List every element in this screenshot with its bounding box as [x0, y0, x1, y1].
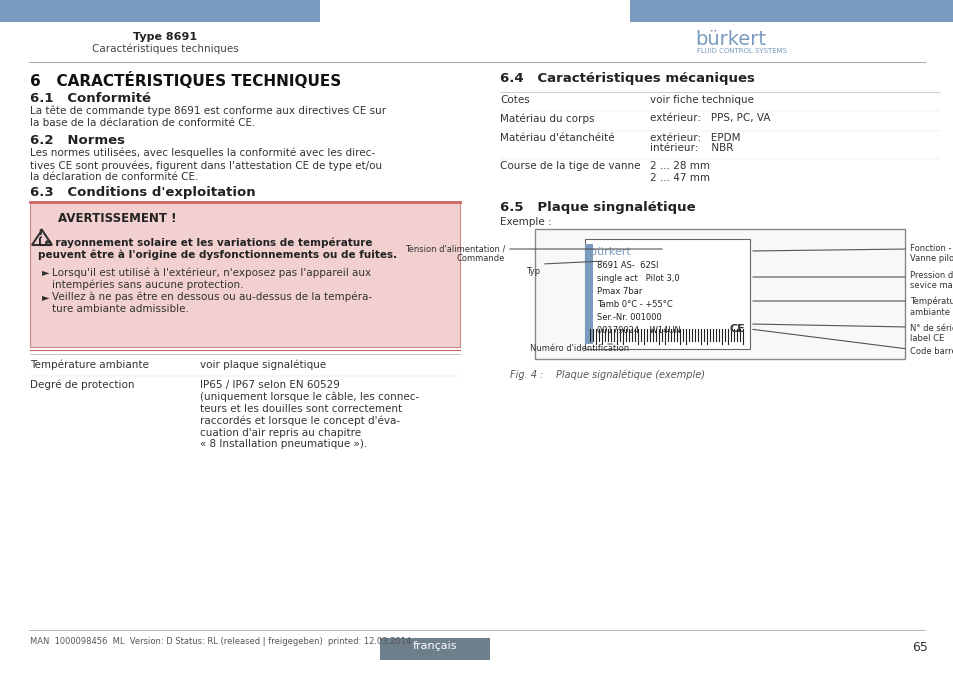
Text: 65: 65: [911, 641, 927, 654]
Text: bürkert: bürkert: [589, 247, 630, 257]
Text: IP65 / IP67 selon EN 60529
(uniquement lorsque le câble, les connec-
teurs et le: IP65 / IP67 selon EN 60529 (uniquement l…: [200, 380, 418, 449]
Text: 6.2   Normes: 6.2 Normes: [30, 134, 125, 147]
Text: Course de la tige de vanne: Course de la tige de vanne: [499, 161, 639, 171]
Text: Fig. 4 :    Plaque signalétique (exemple): Fig. 4 : Plaque signalétique (exemple): [510, 369, 704, 380]
FancyBboxPatch shape: [30, 202, 459, 347]
Text: 8691 AS-  62SI: 8691 AS- 62SI: [597, 261, 658, 270]
Text: FLUID CONTROL SYSTEMS: FLUID CONTROL SYSTEMS: [697, 48, 786, 54]
Text: Code barres: Code barres: [909, 347, 953, 356]
FancyBboxPatch shape: [584, 239, 749, 349]
Text: Température ambiante: Température ambiante: [30, 360, 149, 371]
Text: !: !: [37, 228, 43, 241]
Text: ►: ►: [42, 292, 50, 302]
Text: Température
ambiante maxi: Température ambiante maxi: [909, 297, 953, 317]
Text: Cotes: Cotes: [499, 95, 529, 105]
Text: 6.1   Conformité: 6.1 Conformité: [30, 92, 151, 105]
Text: Veillez à ne pas être en dessous ou au-dessus de la tempéra-
ture ambiante admis: Veillez à ne pas être en dessous ou au-d…: [52, 292, 372, 314]
Text: bürkert: bürkert: [695, 30, 765, 49]
Text: Ser.-Nr. 001000: Ser.-Nr. 001000: [597, 313, 661, 322]
Text: intérieur:    NBR: intérieur: NBR: [649, 143, 733, 153]
Text: CE: CE: [729, 324, 745, 334]
Text: Pmax 7bar: Pmax 7bar: [597, 287, 641, 296]
Text: 6.4   Caractéristiques mécaniques: 6.4 Caractéristiques mécaniques: [499, 72, 754, 85]
FancyBboxPatch shape: [0, 0, 319, 22]
Text: français: français: [413, 641, 456, 651]
FancyBboxPatch shape: [584, 244, 593, 344]
Text: Fonction -
Vanne pilote: Fonction - Vanne pilote: [909, 244, 953, 263]
Text: 6.5   Plaque singnalétique: 6.5 Plaque singnalétique: [499, 201, 695, 214]
Text: ►: ►: [42, 267, 50, 277]
FancyBboxPatch shape: [629, 0, 953, 22]
Text: Exemple :: Exemple :: [499, 217, 551, 227]
Text: 00179024    W14UN: 00179024 W14UN: [597, 326, 680, 335]
FancyBboxPatch shape: [379, 638, 490, 660]
Text: Degré de protection: Degré de protection: [30, 380, 134, 390]
Text: Pression de
sevice maxi: Pression de sevice maxi: [909, 271, 953, 291]
Text: Les normes utilisées, avec lesquelles la conformité avec les direc-
tives CE son: Les normes utilisées, avec lesquelles la…: [30, 148, 382, 182]
Text: Lorsqu'il est utilisé à l'extérieur, n'exposez pas l'appareil aux
intempéries sa: Lorsqu'il est utilisé à l'extérieur, n'e…: [52, 267, 371, 289]
FancyBboxPatch shape: [535, 229, 904, 359]
Text: 6   CARACTÉRISTIQUES TECHNIQUES: 6 CARACTÉRISTIQUES TECHNIQUES: [30, 72, 341, 89]
Text: AVERTISSEMENT !: AVERTISSEMENT !: [58, 212, 176, 225]
Text: Tamb 0°C - +55°C: Tamb 0°C - +55°C: [597, 300, 672, 309]
Text: Typ: Typ: [525, 267, 539, 276]
Text: Le rayonnement solaire et les variations de température
peuvent être à l'origine: Le rayonnement solaire et les variations…: [38, 237, 396, 260]
Text: La tête de commande type 8691 est conforme aux directives CE sur
la base de la d: La tête de commande type 8691 est confor…: [30, 106, 386, 128]
Text: 6.3   Conditions d'exploitation: 6.3 Conditions d'exploitation: [30, 186, 255, 199]
Text: Matériau d'étanchéité: Matériau d'étanchéité: [499, 133, 614, 143]
Text: Type 8691: Type 8691: [132, 32, 197, 42]
Text: extérieur:   PPS, PC, VA: extérieur: PPS, PC, VA: [649, 113, 770, 123]
Text: single act   Pilot 3,0: single act Pilot 3,0: [597, 274, 679, 283]
Text: voir fiche technique: voir fiche technique: [649, 95, 753, 105]
Text: Matériau du corps: Matériau du corps: [499, 113, 594, 124]
Text: MAN  1000098456  ML  Version: D Status: RL (released | freigegeben)  printed: 12: MAN 1000098456 ML Version: D Status: RL …: [30, 637, 411, 646]
Text: voir plaque signalétique: voir plaque signalétique: [200, 360, 326, 371]
Text: Numéro d'identification: Numéro d'identification: [530, 344, 628, 353]
Text: 2 ... 28 mm
2 ... 47 mm: 2 ... 28 mm 2 ... 47 mm: [649, 161, 709, 182]
Text: extérieur:   EPDM: extérieur: EPDM: [649, 133, 740, 143]
Text: N° de série -
label CE: N° de série - label CE: [909, 324, 953, 343]
Text: Caractéristiques techniques: Caractéristiques techniques: [91, 44, 238, 55]
Text: Tension d'alimentation /
Commande: Tension d'alimentation / Commande: [404, 244, 504, 263]
